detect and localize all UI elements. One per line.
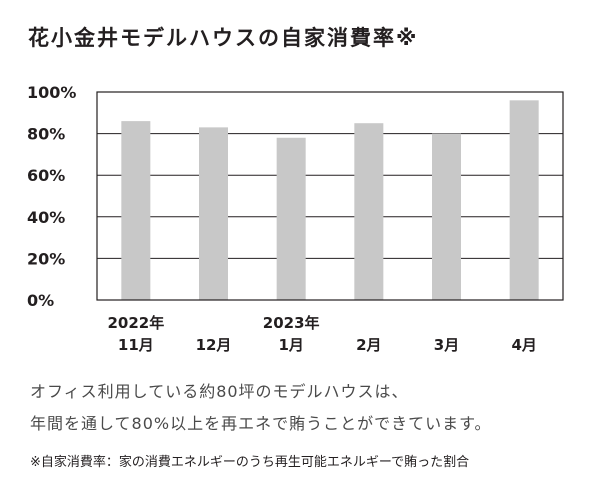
- bar: [121, 121, 151, 301]
- bar: [276, 137, 306, 300]
- plot-border: [96, 91, 564, 301]
- bar-chart: 0% 20% 40% 60% 80% 100% 2022年 11月 12月 2023年 1月 2月 3…: [27, 83, 564, 354]
- description-line-2: 年間を通して80%以上を再エネで賄うことができています。: [30, 414, 492, 433]
- bar: [432, 133, 461, 300]
- x-tick-month-label: 3月: [434, 336, 459, 354]
- x-tick-month-label: 1月: [278, 336, 303, 354]
- bar: [509, 100, 539, 300]
- x-tick-month-label: 4月: [511, 336, 536, 354]
- x-tick-year-label: 2022年: [107, 314, 164, 332]
- y-tick-label: 100%: [27, 83, 76, 102]
- y-tick-label: 0%: [27, 291, 54, 310]
- x-axis-labels: 2022年 11月 12月 2023年 1月 2月 3月 4月: [107, 314, 536, 354]
- x-tick-month-label: 2月: [356, 336, 381, 354]
- x-tick-month-label: 12月: [196, 336, 232, 354]
- description-line-1: オフィス利用している約80坪のモデルハウスは、: [30, 382, 409, 401]
- x-tick-month-label: 11月: [118, 336, 154, 354]
- footnote: ※自家消費率：家の消費エネルギーのうち再生可能エネルギーで賄った割合: [30, 455, 470, 470]
- bar: [354, 123, 384, 300]
- x-tick-year-label: 2023年: [263, 314, 320, 332]
- y-tick-label: 60%: [27, 166, 65, 185]
- bars: [121, 100, 539, 301]
- bar: [199, 127, 228, 300]
- y-tick-label: 80%: [27, 125, 65, 144]
- grid-lines: [97, 133, 563, 259]
- y-axis-ticks: 0% 20% 40% 60% 80% 100%: [27, 83, 76, 310]
- y-tick-label: 40%: [27, 208, 65, 227]
- y-tick-label: 20%: [27, 249, 65, 268]
- plot-frame: [96, 91, 564, 301]
- chart-title: 花小金井モデルハウスの自家消費率※: [28, 26, 419, 50]
